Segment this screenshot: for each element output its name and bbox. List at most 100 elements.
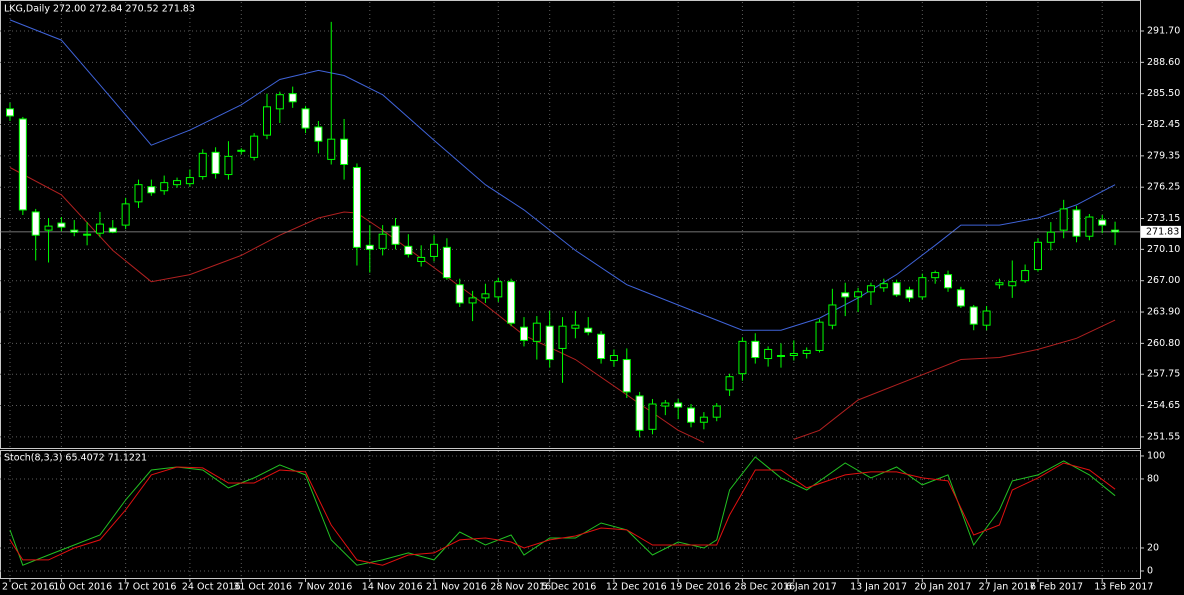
indicator-line: [9, 167, 1116, 443]
x-tick-label: 10 Oct 2016: [53, 582, 112, 593]
candle-body: [687, 407, 696, 423]
candle-body: [828, 304, 837, 326]
candle-body: [391, 225, 400, 245]
candle-body: [866, 285, 875, 293]
candle-body: [841, 292, 850, 298]
candle-body: [352, 166, 361, 248]
candle-body: [5, 108, 14, 117]
candle-body: [738, 340, 747, 375]
x-tick-label: 5 Dec 2016: [542, 582, 597, 593]
candle-body: [262, 106, 271, 136]
y-tick-label: 20: [1147, 542, 1159, 553]
candle-body: [815, 321, 824, 351]
candle-body: [532, 322, 541, 342]
candle-body: [417, 256, 426, 262]
x-tick-label: 6 Feb 2017: [1030, 582, 1083, 593]
x-tick-label: 17 Oct 2016: [118, 582, 177, 593]
candle-body: [57, 222, 66, 228]
candle-body: [327, 138, 336, 160]
y-tick-label: 257.75: [1147, 369, 1180, 380]
candle-body: [879, 283, 888, 289]
candle-body: [430, 243, 439, 257]
candle-body: [802, 349, 811, 354]
x-tick-label: 6 Jan 2017: [786, 582, 837, 593]
candle-body: [956, 289, 965, 307]
y-tick-label: 263.90: [1147, 307, 1180, 318]
candle-body: [1046, 231, 1055, 243]
candle-body: [571, 324, 580, 329]
y-tick-label: 80: [1147, 473, 1159, 484]
candle-body: [455, 284, 464, 304]
x-tick-label: 27 Jan 2017: [979, 582, 1036, 593]
y-tick-label: 270.10: [1147, 244, 1180, 255]
candle-body: [584, 327, 593, 333]
candle-body: [134, 184, 143, 203]
candle-body: [558, 325, 567, 349]
indicator-line: [9, 19, 1116, 331]
candle-body: [944, 274, 953, 289]
y-tick-label: 279.35: [1147, 150, 1180, 161]
candle-body: [1098, 219, 1107, 226]
candle-body: [1008, 281, 1017, 287]
candle-body: [1059, 208, 1068, 231]
x-tick-label: 2 Oct 2016: [2, 582, 55, 593]
x-tick-label: 14 Nov 2016: [362, 582, 423, 593]
x-tick-label: 24 Oct 2016: [182, 582, 241, 593]
candle-body: [751, 340, 760, 359]
candle-body: [661, 402, 670, 407]
candle-body: [725, 376, 734, 391]
candle-body: [378, 233, 387, 249]
candle-body: [854, 291, 863, 298]
candle-body: [160, 182, 169, 192]
candle-body: [314, 126, 323, 142]
x-tick-label: 31 Oct 2016: [233, 582, 292, 593]
candle-body: [892, 282, 901, 296]
x-tick-label: 13 Jan 2017: [850, 582, 907, 593]
candle-body: [211, 151, 220, 175]
candle-body: [545, 325, 554, 361]
y-tick-label: 273.15: [1147, 213, 1180, 224]
candle-body: [83, 233, 92, 236]
candle-body: [250, 135, 259, 158]
y-tick-label: 267.00: [1147, 275, 1180, 286]
x-tick-label: 7 Nov 2016: [298, 582, 353, 593]
y-tick-label: 0: [1147, 565, 1153, 576]
candle-body: [699, 416, 708, 423]
candle-body: [905, 289, 914, 299]
candle-body: [969, 306, 978, 325]
candle-body: [931, 272, 940, 279]
x-tick-label: 28 Dec 2016: [734, 582, 795, 593]
last-price-box: [1141, 225, 1181, 238]
y-tick-label: 285.50: [1147, 88, 1180, 99]
candle-body: [789, 352, 798, 357]
candle-body: [301, 108, 310, 129]
candle-body: [507, 281, 516, 324]
candle-body: [918, 277, 927, 298]
candle-body: [147, 186, 156, 194]
x-tick-label: 20 Jan 2017: [914, 582, 971, 593]
indicator-line: [9, 462, 1116, 566]
y-tick-label: 260.80: [1147, 338, 1180, 349]
candle-body: [1111, 229, 1120, 233]
y-tick-label: 288.60: [1147, 57, 1180, 68]
candle-body: [468, 297, 477, 304]
candle-body: [95, 223, 104, 234]
candle-body: [237, 149, 246, 152]
candle-body: [648, 403, 657, 430]
candle-body: [1021, 270, 1030, 282]
price-pane-frame: [0, 0, 1141, 449]
candle-body: [185, 177, 194, 185]
candle-body: [1033, 241, 1042, 271]
stoch-pane-frame: [0, 450, 1141, 579]
candle-body: [275, 94, 284, 110]
y-tick-label: 282.45: [1147, 119, 1180, 130]
candle-body: [442, 246, 451, 279]
candle-body: [288, 93, 297, 103]
candle-body: [224, 155, 233, 176]
y-tick-label: 251.55: [1147, 431, 1180, 442]
candle-body: [44, 225, 53, 231]
y-tick-label: 254.65: [1147, 400, 1180, 411]
candle-body: [1085, 216, 1094, 237]
x-tick-label: 28 Nov 2016: [490, 582, 551, 593]
